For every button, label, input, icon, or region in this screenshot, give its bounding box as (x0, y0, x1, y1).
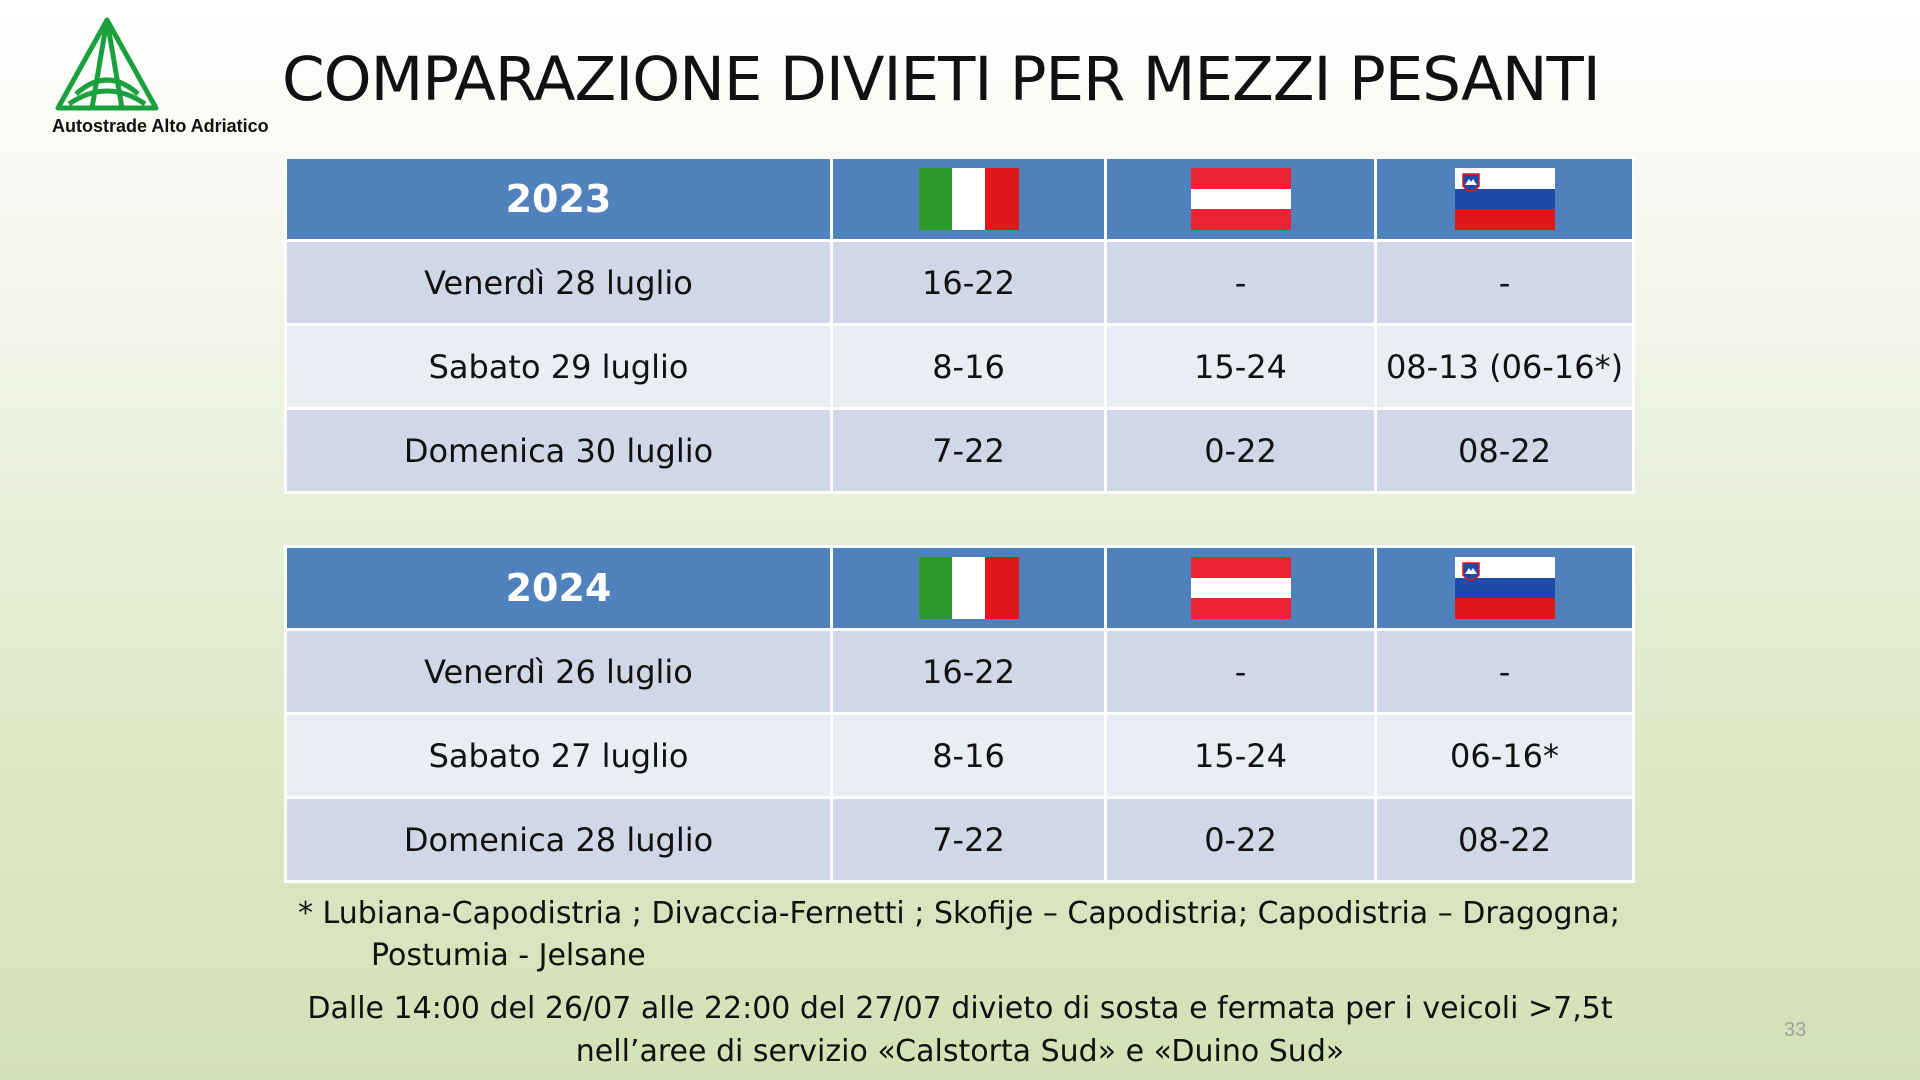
logo-mark-icon (55, 17, 159, 111)
logo-text: Autostrade Alto Adriatico (52, 116, 269, 136)
austria-flag-icon (1190, 557, 1291, 619)
slovenia-cell: - (1374, 239, 1635, 326)
slovenia-cell: - (1374, 628, 1635, 715)
footnote-line-1: * Lubiana-Capodistria ; Divaccia-Fernett… (298, 896, 1620, 931)
slovenia-flag-icon (1454, 168, 1555, 230)
page-title: COMPARAZIONE DIVIETI PER MEZZI PESANTI (282, 44, 1601, 115)
austria-cell: - (1104, 239, 1377, 326)
note-line-2: nell’aree di servizio «Calstorta Sud» e … (575, 1034, 1345, 1069)
austria-flag-icon (1190, 168, 1291, 230)
italy-flag-icon (918, 168, 1019, 230)
italy-flag-cell (830, 545, 1107, 631)
note-line-1: Dalle 14:00 del 26/07 alle 22:00 del 27/… (307, 991, 1613, 1026)
slovenia-cell: 08-22 (1374, 796, 1635, 883)
table-header-row: 2024 (284, 545, 1635, 631)
table-row: Domenica 30 luglio 7-22 0-22 08-22 (284, 407, 1635, 494)
day-cell: Sabato 29 luglio (284, 323, 833, 410)
italy-flag-cell (830, 156, 1107, 242)
slovenia-flag-cell (1374, 156, 1635, 242)
year-header: 2023 (284, 156, 833, 242)
austria-cell: 0-22 (1104, 796, 1377, 883)
footnote-line-2: Postumia - Jelsane (371, 938, 646, 973)
page-number: 33 (1784, 1019, 1807, 1041)
day-cell: Domenica 30 luglio (284, 407, 833, 494)
company-logo: Autostrade Alto Adriatico (52, 16, 292, 138)
day-cell: Sabato 27 luglio (284, 712, 833, 799)
table-row: Sabato 27 luglio 8-16 15-24 06-16* (284, 712, 1635, 799)
table-row: Venerdì 28 luglio 16-22 - - (284, 239, 1635, 326)
austria-flag-cell (1104, 156, 1377, 242)
table-row: Sabato 29 luglio 8-16 15-24 08-13 (06-16… (284, 323, 1635, 410)
day-cell: Domenica 28 luglio (284, 796, 833, 883)
slovenia-flag-cell (1374, 545, 1635, 631)
italy-flag-icon (918, 557, 1019, 619)
year-header: 2024 (284, 545, 833, 631)
table-row: Venerdì 26 luglio 16-22 - - (284, 628, 1635, 715)
slovenia-cell: 06-16* (1374, 712, 1635, 799)
italy-cell: 7-22 (830, 796, 1107, 883)
italy-cell: 16-22 (830, 239, 1107, 326)
italy-cell: 7-22 (830, 407, 1107, 494)
day-cell: Venerdì 26 luglio (284, 628, 833, 715)
austria-cell: 15-24 (1104, 323, 1377, 410)
austria-cell: 0-22 (1104, 407, 1377, 494)
austria-cell: - (1104, 628, 1377, 715)
slovenia-cell: 08-22 (1374, 407, 1635, 494)
day-cell: Venerdì 28 luglio (284, 239, 833, 326)
austria-flag-cell (1104, 545, 1377, 631)
ban-table-2023: 2023 Venerdì 28 luglio (284, 156, 1635, 494)
slovenia-flag-icon (1454, 557, 1555, 619)
table-header-row: 2023 (284, 156, 1635, 242)
ban-table-2024: 2024 Venerdì 26 luglio (284, 545, 1635, 883)
italy-cell: 8-16 (830, 712, 1107, 799)
italy-cell: 16-22 (830, 628, 1107, 715)
table-row: Domenica 28 luglio 7-22 0-22 08-22 (284, 796, 1635, 883)
slovenia-cell: 08-13 (06-16*) (1374, 323, 1635, 410)
austria-cell: 15-24 (1104, 712, 1377, 799)
italy-cell: 8-16 (830, 323, 1107, 410)
